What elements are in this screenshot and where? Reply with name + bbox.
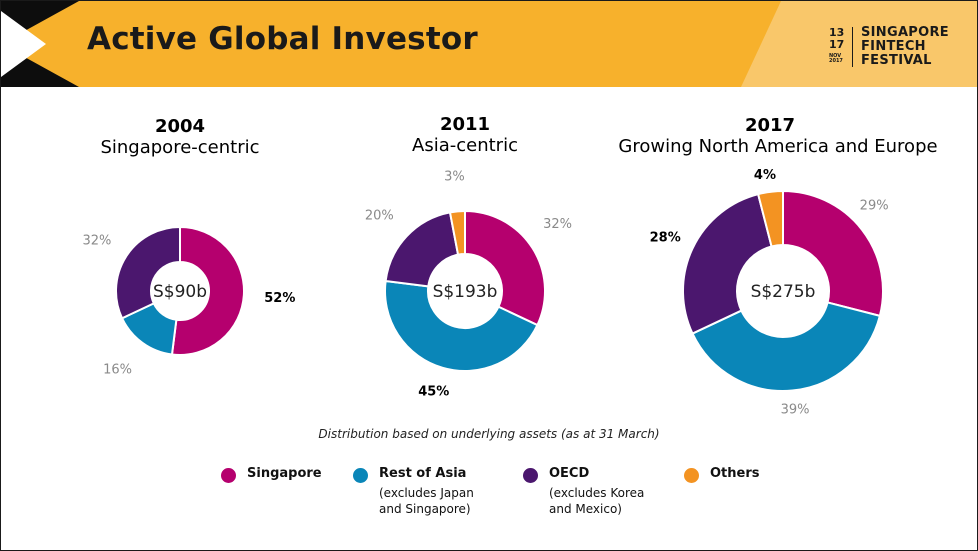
- slice-2011-others: [448, 209, 466, 256]
- donut-center-label-2017: S$275b: [751, 282, 816, 302]
- logo-date-month: NOV 2017: [829, 53, 843, 64]
- legend-note-line: (excludes Japan: [379, 486, 474, 500]
- logo-name-line: FESTIVAL: [861, 53, 932, 68]
- legend-label: Singapore: [247, 466, 322, 481]
- slice-label-2017-oecd: 28%: [650, 231, 681, 246]
- logo-name-line: FINTECH: [861, 39, 926, 54]
- chart-subtitle-2011: Asia-centric: [412, 135, 518, 156]
- header-banner: [1, 1, 977, 87]
- slice-2004-oecd: [115, 225, 181, 320]
- legend-note-line: and Mexico): [549, 502, 622, 516]
- slice-2004-singapore: [170, 225, 245, 356]
- slice-2017-rest-of-asia: [691, 301, 882, 392]
- logo-date-top: 13: [829, 26, 845, 39]
- legend-swatch: [523, 468, 538, 483]
- logo-name-line: SINGAPORE: [861, 25, 949, 40]
- slice-label-2004-rest-of-asia: 16%: [103, 363, 132, 378]
- footnote: Distribution based on underlying assets …: [318, 427, 660, 441]
- banner-white-arrow: [1, 11, 46, 77]
- legend-label: Rest of Asia: [379, 466, 467, 481]
- legend-label: Others: [710, 466, 760, 481]
- slice-label-2011-oecd: 20%: [365, 208, 394, 223]
- slice-label-2017-others: 4%: [754, 168, 776, 183]
- slice-label-2017-rest-of-asia: 39%: [781, 402, 810, 417]
- logo-name: SINGAPORE FINTECH FESTIVAL: [861, 26, 949, 68]
- slice-label-2017-singapore: 29%: [860, 199, 889, 214]
- legend-swatch: [221, 468, 236, 483]
- legend-swatch: [353, 468, 368, 483]
- chart-subtitle-2017: Growing North America and Europe: [618, 136, 938, 157]
- donut-center-label-2004: S$90b: [153, 282, 207, 302]
- slice-label-2011-rest-of-asia: 45%: [418, 385, 449, 400]
- legend-note-line: (excludes Korea: [549, 486, 645, 500]
- chart-subtitle-2004: Singapore-centric: [100, 137, 260, 158]
- banner-light-band: [741, 1, 977, 87]
- logo-date-bottom: 17: [829, 38, 845, 51]
- page-title: Active Global Investor: [87, 21, 478, 57]
- slice-2017-singapore: [782, 189, 884, 318]
- slice-2017-oecd: [682, 192, 773, 335]
- chart-year-2011: 2011: [439, 114, 491, 135]
- logo-divider: [852, 27, 853, 67]
- festival-logo: 13 17 NOV 2017 SINGAPORE FINTECH FESTIVA…: [829, 25, 969, 71]
- donut-center-label-2011: S$193b: [433, 282, 498, 302]
- legend-note: (excludes Japan and Singapore): [379, 485, 474, 517]
- slice-2011-oecd: [384, 211, 460, 288]
- legend-note-line: and Singapore): [379, 502, 471, 516]
- chart-year-2004: 2004: [154, 116, 206, 137]
- slice-label-2004-oecd: 32%: [82, 234, 111, 249]
- legend-swatch: [684, 468, 699, 483]
- slice-label-2004-singapore: 52%: [264, 291, 295, 306]
- legend-note: (excludes Korea and Mexico): [549, 485, 644, 517]
- slice-2011-rest-of-asia: [384, 279, 539, 372]
- slice-label-2011-singapore: 32%: [543, 217, 572, 232]
- slice-2017-others: [756, 189, 784, 248]
- legend-label: OECD: [549, 466, 590, 481]
- slice-label-2011-others: 3%: [444, 169, 465, 184]
- chart-year-2017: 2017: [744, 115, 796, 136]
- slice-2011-singapore: [464, 209, 546, 327]
